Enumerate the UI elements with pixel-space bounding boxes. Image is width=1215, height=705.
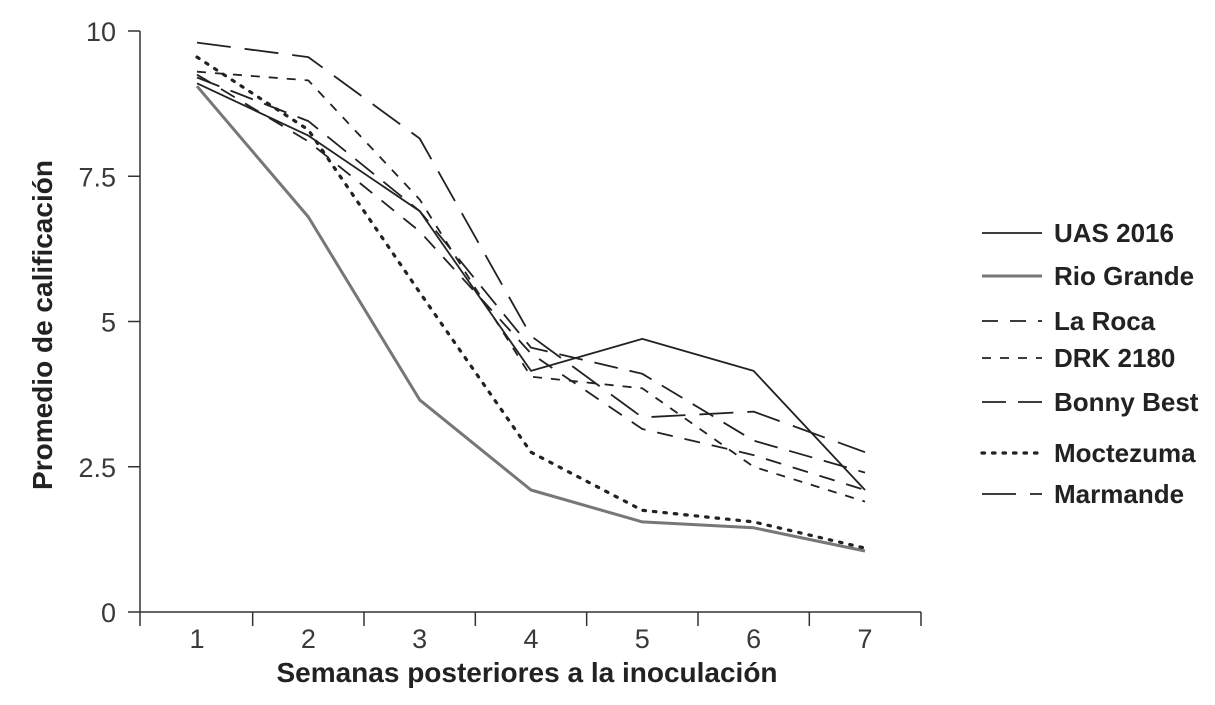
- legend-label: DRK 2180: [1054, 343, 1175, 373]
- y-ticks: 0 2.5 5 7.5 10: [78, 17, 140, 628]
- y-tick-label: 5: [101, 308, 116, 338]
- legend-label: UAS 2016: [1054, 218, 1174, 248]
- x-tick-label: 6: [746, 624, 761, 654]
- x-axis-title: Semanas posteriores a la inoculación: [276, 657, 777, 688]
- x-tick-label: 4: [523, 624, 538, 654]
- x-tick-label: 7: [857, 624, 872, 654]
- x-tick-label: 5: [635, 624, 650, 654]
- series-line-rio-grande: [195, 85, 866, 553]
- series-line-moctezuma: [195, 55, 867, 550]
- y-tick-label: 0: [101, 598, 116, 628]
- x-tick-label: 2: [301, 624, 316, 654]
- series-line-drk-2180: [196, 70, 866, 503]
- legend-label: Moctezuma: [1054, 438, 1196, 468]
- legend: UAS 2016 Rio Grande La Roca DRK 2180 Bonny B…: [980, 218, 1199, 509]
- y-tick-label: 10: [86, 17, 116, 47]
- series-line-uas-2016: [196, 82, 866, 491]
- y-tick-label: 7.5: [78, 162, 116, 192]
- legend-label: Bonny Best: [1054, 387, 1199, 417]
- y-tick-label: 2.5: [78, 453, 116, 483]
- x-tick-label: 3: [412, 624, 427, 654]
- legend-label: Marmande: [1054, 479, 1184, 509]
- plot-series: [195, 41, 867, 553]
- axes: 0 2.5 5 7.5 10 1 2 3 4 5 6 7: [78, 17, 922, 654]
- series-line-la-roca: [196, 73, 866, 491]
- series-line-marmande: [196, 41, 866, 454]
- legend-label: La Roca: [1054, 306, 1156, 336]
- series-line-bonny-best: [196, 76, 866, 474]
- x-ticks: 1 2 3 4 5 6 7: [139, 612, 922, 654]
- legend-label: Rio Grande: [1054, 261, 1194, 291]
- y-axis-title: Promedio de calificación: [27, 160, 58, 490]
- x-tick-label: 1: [189, 624, 204, 654]
